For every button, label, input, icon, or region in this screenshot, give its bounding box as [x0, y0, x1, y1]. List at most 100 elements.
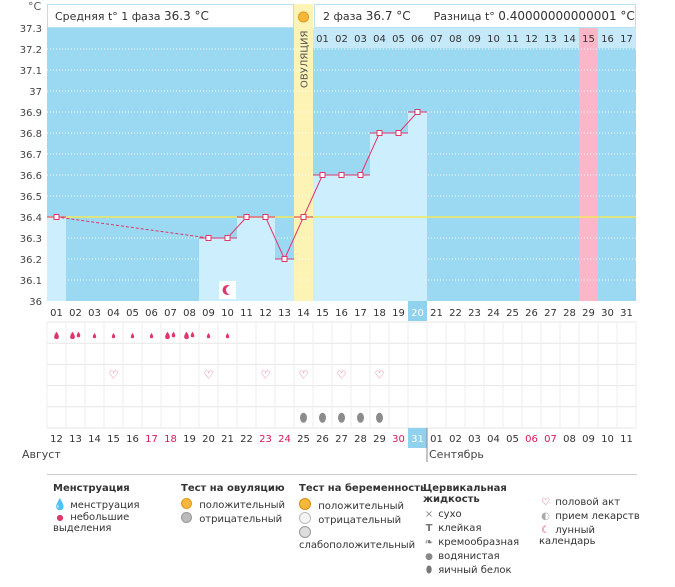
- heart-icon: ♡: [204, 368, 214, 381]
- highlight-column: [579, 28, 598, 301]
- y-tick-label: 36.1: [20, 276, 42, 287]
- temperature-point: [53, 214, 60, 220]
- legend-medication: прием лекарств: [555, 511, 640, 522]
- ovulation-negative-icon: [181, 512, 192, 523]
- cycle-day-label: 04: [107, 308, 120, 319]
- temperature-bar: [199, 238, 218, 301]
- legend-menstruation-light-item: небольшие выделения: [53, 512, 130, 534]
- post-ovulation-day-label: 13: [544, 34, 557, 45]
- post-ovulation-day-label: 17: [620, 34, 633, 45]
- y-tick-label: 36.4: [20, 213, 42, 224]
- drop-light-icon: ●: [56, 513, 64, 522]
- cycle-day-label: 07: [164, 308, 177, 319]
- drop-icon: [111, 333, 116, 339]
- post-ovulation-day-label: 10: [487, 34, 500, 45]
- drop-icon: [171, 331, 176, 338]
- drop-icon: [225, 333, 230, 339]
- y-tick-label: 36.8: [20, 129, 42, 140]
- creamy-icon: ❧: [424, 537, 434, 548]
- cycle-day-label: 28: [563, 308, 576, 319]
- heart-icon: ♡: [337, 368, 347, 381]
- legend-pregnancy-test: Тест на беременность положительный отриц…: [299, 483, 429, 551]
- calendar-date-label: 14: [88, 434, 101, 445]
- legend-cervical-title: Цервикальная жидкость: [423, 483, 507, 505]
- phase2-value: 36.7 °C: [365, 9, 411, 23]
- legend-ovulation-positive: положительный: [199, 500, 286, 511]
- calendar-date-label: 21: [221, 434, 234, 445]
- calendar-date-label: 18: [164, 434, 177, 445]
- moon-icon-mask: [226, 285, 235, 295]
- y-tick-label: 36.2: [20, 255, 42, 266]
- calendar-date-label: 11: [620, 434, 633, 445]
- phase1-value: 36.3 °C: [164, 9, 209, 23]
- temperature-point: [414, 109, 421, 115]
- legend-menstruation: Менструация 💧 менструация ● небольшие вы…: [53, 483, 183, 534]
- pregnancy-negative-icon: [299, 512, 311, 524]
- today-cycle-cell: [408, 301, 427, 321]
- calendar-date-label: 23: [259, 434, 272, 445]
- post-ovulation-day-label: 04: [373, 34, 386, 45]
- heart-icon: ♡: [109, 368, 119, 381]
- cycle-day-label: 29: [582, 308, 595, 319]
- temperature-bar: [408, 112, 427, 301]
- post-ovulation-day-label: 15: [582, 34, 595, 45]
- y-tick-label: 36.3: [20, 234, 42, 245]
- post-ovulation-day-label: 03: [354, 34, 367, 45]
- temperature-bar: [313, 175, 332, 301]
- eggwhite-icon: [357, 412, 364, 423]
- cycle-day-label: 13: [278, 308, 291, 319]
- legend-cervical-sticky: клейкая: [438, 523, 482, 534]
- calendar-date-label: 13: [69, 434, 82, 445]
- cycle-day-label: 20: [411, 308, 424, 319]
- calendar-date-label: 10: [601, 434, 614, 445]
- temperature-point: [281, 256, 288, 262]
- month-label-august: Август: [22, 448, 61, 461]
- cycle-day-label: 02: [69, 308, 82, 319]
- drop-icon: [184, 331, 189, 340]
- post-ovulation-day-label: 02: [335, 34, 348, 45]
- post-ovulation-day-label: 05: [392, 34, 405, 45]
- heart-icon: ♡: [541, 497, 550, 508]
- temperature-bar: [351, 175, 370, 301]
- phase2-panel: 2 фаза 36.7 °C Разница t° 0.400000000000…: [314, 4, 636, 28]
- legend-ovulation-title: Тест на овуляцию: [181, 483, 285, 494]
- drop-heavy-icon: 💧: [53, 498, 67, 511]
- post-ovulation-day-label: 09: [468, 34, 481, 45]
- post-ovulation-day-label: 12: [525, 34, 538, 45]
- post-ovulation-day-label: 07: [430, 34, 443, 45]
- cycle-day-label: 05: [126, 308, 139, 319]
- ovulation-positive-icon: [181, 498, 192, 509]
- watery-icon: ●: [425, 552, 433, 562]
- cycle-day-label: 24: [487, 308, 500, 319]
- post-ovulation-day-label: 16: [601, 34, 614, 45]
- phase1-label: Средняя t° 1 фаза: [55, 10, 161, 23]
- calendar-date-label: 08: [563, 434, 576, 445]
- pill-icon: ◐: [541, 511, 550, 522]
- cycle-day-label: 06: [145, 308, 158, 319]
- dry-icon: ×: [424, 509, 434, 520]
- drop-icon: [130, 333, 135, 339]
- calendar-date-label: 24: [278, 434, 291, 445]
- cycle-day-label: 22: [449, 308, 462, 319]
- calendar-date-label: 02: [449, 434, 462, 445]
- temperature-bar: [47, 217, 66, 301]
- temperature-line-dashed: [56, 216, 209, 239]
- legend-cervical: Цервикальная жидкость × сухо T клейкая ❧…: [423, 483, 543, 579]
- y-tick-label: 36.6: [20, 171, 42, 182]
- phase2-label: 2 фаза: [323, 10, 363, 23]
- post-ovulation-header: [313, 28, 636, 48]
- calendar-date-label: 31: [411, 434, 424, 445]
- calendar-date-label: 17: [145, 434, 158, 445]
- cycle-day-label: 01: [50, 308, 63, 319]
- temperature-point: [224, 235, 231, 241]
- y-tick-label: 36.7: [20, 150, 42, 161]
- temperature-bar: [237, 217, 256, 301]
- eggwhite-icon: [300, 412, 307, 423]
- cycle-day-label: 12: [259, 308, 272, 319]
- cycle-day-label: 30: [601, 308, 614, 319]
- post-ovulation-day-label: 14: [563, 34, 576, 45]
- legend-pregnancy-negative: отрицательный: [318, 515, 402, 526]
- temperature-point: [376, 130, 383, 136]
- drop-icon: [76, 331, 81, 338]
